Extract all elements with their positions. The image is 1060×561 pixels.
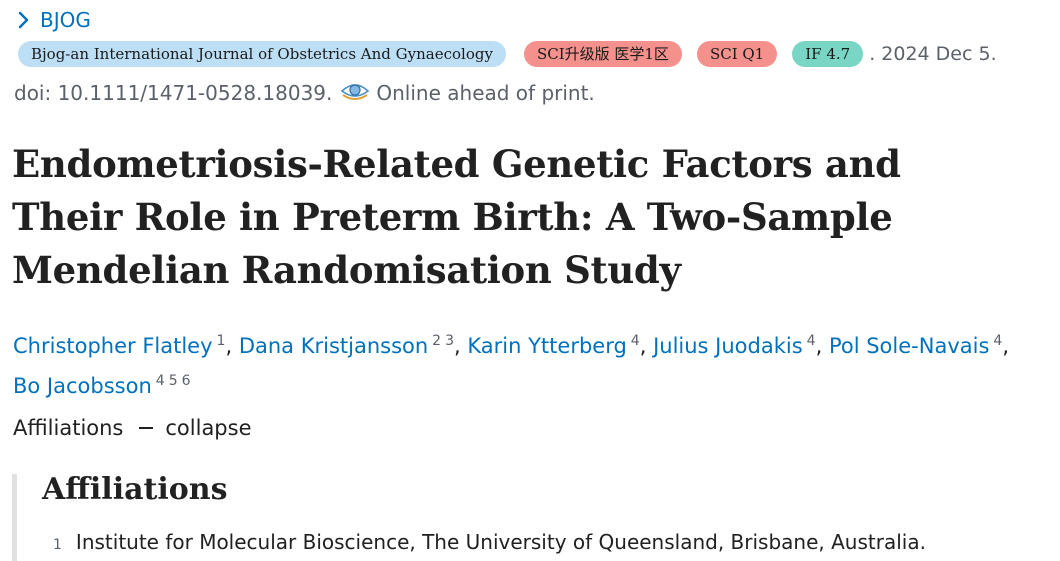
affiliation-ref[interactable]: 3	[445, 333, 455, 349]
author-item: Julius Juodakis 4,	[653, 333, 829, 358]
affiliation-ref[interactable]: 5	[168, 373, 178, 389]
author-link[interactable]: Dana Kristjansson	[238, 334, 429, 358]
publication-date: . 2024 Dec 5.	[869, 43, 997, 65]
chevron-right-icon	[14, 10, 34, 30]
author-item: Pol Sole-Navais 4,	[828, 333, 1009, 358]
affiliation-ref[interactable]: 1	[216, 333, 226, 349]
article-title: Endometriosis-Related Genetic Factors an…	[12, 142, 901, 292]
affiliation-ref[interactable]: 4	[630, 333, 640, 349]
affiliation-text: Institute for Molecular Bioscience, The …	[75, 530, 926, 554]
affiliation-item: 1 Institute for Molecular Bioscience, Th…	[53, 530, 926, 554]
author-link[interactable]: Karin Ytterberg	[467, 334, 627, 358]
affiliation-ref[interactable]: 4	[806, 333, 816, 349]
minus-icon	[139, 427, 154, 429]
online-status: Online ahead of print.	[376, 81, 595, 105]
author-link[interactable]: Pol Sole-Navais	[828, 334, 990, 358]
journal-breadcrumb[interactable]: BJOG	[14, 6, 91, 34]
impact-factor-badge: IF 4.7	[792, 41, 864, 67]
author-item: Dana Kristjansson 2 3,	[238, 333, 468, 358]
author-item: Bo Jacobsson 4 5 6	[13, 373, 191, 398]
affiliations-panel: Affiliations 1 Institute for Molecular B…	[12, 472, 1057, 561]
sci-upgrade-badge: SCI升级版 医学1区	[523, 41, 682, 67]
author-list: Christopher Flatley 1, Dana Kristjansson 2…	[13, 324, 1053, 404]
author-link[interactable]: Julius Juodakis	[653, 334, 803, 358]
doi-line: doi: 10.1111/1471-0528.18039. Online ahe…	[14, 78, 595, 108]
affiliation-number: 1	[53, 537, 62, 553]
author-item: Christopher Flatley 1,	[13, 333, 239, 358]
journal-link[interactable]: BJOG	[40, 8, 91, 32]
affiliation-ref[interactable]: 6	[181, 373, 191, 389]
affiliation-ref[interactable]: 4	[993, 333, 1003, 349]
affiliations-heading: Affiliations	[42, 472, 228, 507]
collapse-link[interactable]: collapse	[165, 416, 252, 440]
affiliation-ref[interactable]: 2	[432, 333, 442, 349]
sci-quartile-badge: SCI Q1	[696, 41, 778, 67]
author-link[interactable]: Bo Jacobsson	[13, 374, 152, 398]
eye-icon	[340, 80, 370, 102]
affiliation-ref[interactable]: 4	[155, 373, 165, 389]
doi-text[interactable]: doi: 10.1111/1471-0528.18039.	[14, 81, 333, 105]
journal-meta: Bjog-an International Journal of Obstetr…	[18, 40, 997, 68]
journal-full-name-badge[interactable]: Bjog-an International Journal of Obstetr…	[18, 41, 506, 67]
affiliations-toggle-label: Affiliations	[13, 416, 124, 440]
author-link[interactable]: Christopher Flatley	[13, 334, 213, 358]
author-item: Karin Ytterberg 4,	[467, 333, 654, 358]
affiliations-toggle[interactable]: Affiliations collapse	[13, 412, 252, 444]
